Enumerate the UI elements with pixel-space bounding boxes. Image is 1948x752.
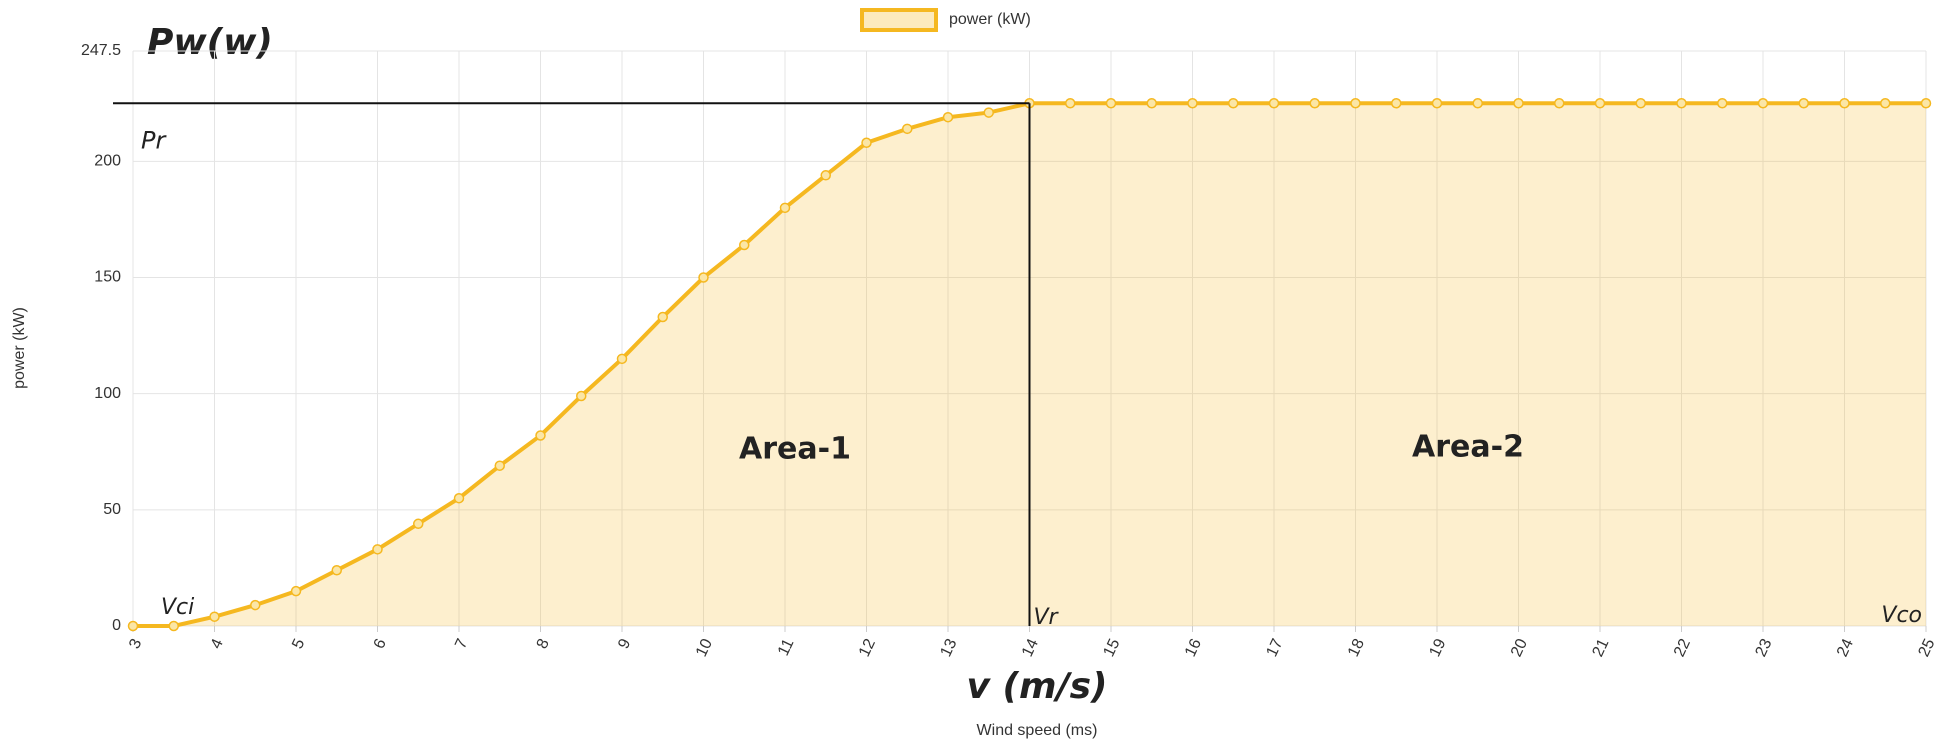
point — [1513, 98, 1524, 109]
legend-swatch — [860, 8, 938, 32]
annotation: Pr — [141, 126, 167, 154]
point — [1268, 98, 1280, 109]
point — [942, 111, 954, 123]
point — [1594, 98, 1606, 109]
x-tick-label: 9 — [615, 636, 634, 651]
x-tick-label: 21 — [1590, 636, 1613, 659]
point — [453, 492, 465, 504]
annotation: Vci — [161, 595, 194, 620]
x-tick-label: 8 — [534, 636, 553, 651]
point — [1920, 98, 1932, 109]
point — [657, 311, 668, 323]
y-tick-label: 247.5 — [81, 42, 121, 59]
y-tick-label: 200 — [94, 153, 121, 170]
x-tick-label: 14 — [1019, 636, 1042, 659]
x-tick-label: 16 — [1182, 636, 1205, 659]
x-axis-title: Wind speed (ms) — [977, 722, 1098, 739]
point — [168, 620, 179, 632]
point — [739, 239, 750, 251]
point — [413, 518, 424, 530]
point — [372, 544, 383, 555]
chart-title: Pw(w) — [147, 22, 273, 63]
point — [1065, 98, 1076, 109]
point — [209, 611, 220, 622]
legend-label: power (kW) — [949, 11, 1031, 28]
x-tick-label: 4 — [208, 636, 227, 651]
point — [1757, 98, 1769, 109]
y-tick-label: 0 — [112, 617, 121, 634]
point — [290, 585, 302, 597]
point — [1431, 98, 1443, 109]
point — [1309, 98, 1320, 109]
point — [1228, 98, 1239, 109]
point — [779, 202, 791, 214]
x-tick-label: 17 — [1264, 636, 1287, 659]
point — [576, 390, 587, 402]
point — [1880, 98, 1891, 109]
x-tick-label: 6 — [371, 636, 390, 651]
annotation: Vr — [1034, 605, 1060, 630]
x-tick-label: 13 — [938, 636, 961, 659]
annotation: Vco — [1881, 603, 1922, 628]
annotation: Area-2 — [1412, 430, 1524, 465]
point — [250, 599, 261, 611]
y-tick-label: 100 — [94, 385, 121, 402]
point — [494, 460, 505, 471]
point — [127, 620, 139, 632]
x-tick-label: 7 — [452, 636, 471, 651]
x-label: v (m/s) — [967, 666, 1108, 707]
point — [698, 272, 709, 283]
point — [616, 353, 628, 365]
x-tick-label: 18 — [1345, 636, 1368, 659]
point — [1146, 98, 1157, 109]
y-tick-label: 50 — [103, 501, 121, 518]
x-tick-label: 25 — [1916, 636, 1939, 659]
point — [1798, 98, 1809, 109]
point — [535, 430, 546, 441]
point — [1839, 98, 1850, 109]
x-tick-label: 12 — [856, 636, 879, 659]
point — [1717, 98, 1728, 109]
point — [331, 564, 342, 576]
x-tick-label: 23 — [1753, 636, 1776, 659]
x-tick-label: 15 — [1101, 636, 1124, 659]
point — [820, 170, 831, 181]
point — [1676, 98, 1687, 109]
annotation: Area-1 — [739, 432, 851, 467]
point — [902, 123, 913, 135]
point — [1350, 98, 1361, 109]
y-tick-label: 150 — [94, 269, 121, 286]
x-tick-label: 10 — [693, 636, 716, 659]
point — [983, 107, 994, 118]
x-tick-label: 24 — [1834, 636, 1857, 659]
y-axis-title: power (kW) — [11, 307, 28, 389]
x-tick-label: 22 — [1671, 636, 1694, 659]
x-tick-label: 5 — [289, 636, 308, 651]
point — [861, 137, 872, 149]
x-tick-label: 11 — [775, 636, 797, 658]
x-tick-label: 20 — [1508, 636, 1531, 659]
x-tick-label: 19 — [1427, 636, 1450, 659]
point — [1554, 98, 1565, 109]
point — [1635, 98, 1646, 109]
point — [1105, 98, 1117, 109]
point — [1391, 98, 1402, 109]
point — [1187, 98, 1198, 109]
x-tick-label: 3 — [126, 636, 145, 651]
point — [1472, 98, 1483, 109]
